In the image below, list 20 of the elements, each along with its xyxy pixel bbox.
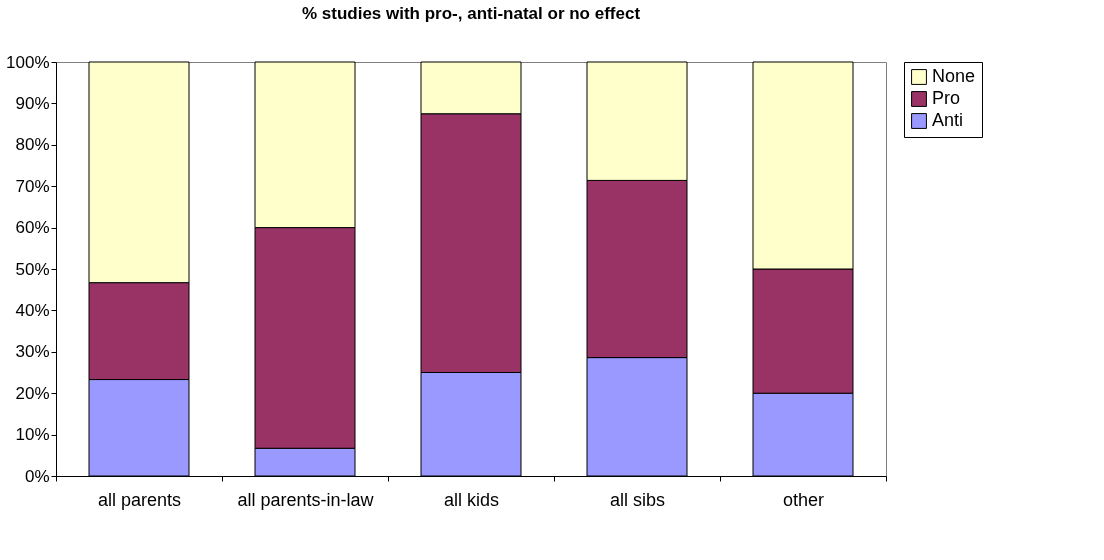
y-tick-label: 80% xyxy=(15,135,50,155)
legend-label: Pro xyxy=(932,88,961,108)
y-tick-label: 60% xyxy=(15,218,50,238)
y-tick-label: 30% xyxy=(15,342,50,362)
y-tick-label: 90% xyxy=(15,93,50,113)
chart-title: % studies with pro-, anti-natal or no effect xyxy=(301,4,641,23)
y-tick-label: 50% xyxy=(15,259,50,279)
x-tick-label: all parents xyxy=(97,489,182,510)
y-tick-label: 100% xyxy=(6,52,50,72)
x-tick-label: all sibs xyxy=(609,489,666,510)
x-tick-label: other xyxy=(782,489,825,510)
y-tick-label: 70% xyxy=(15,176,50,196)
legend-label: None xyxy=(932,66,976,86)
y-tick-label: 20% xyxy=(15,383,50,403)
legend-label: Anti xyxy=(932,110,964,130)
y-tick-label: 0% xyxy=(24,466,50,486)
x-tick-label: all parents-in-law xyxy=(237,489,375,510)
y-tick-label: 40% xyxy=(15,300,50,320)
y-tick-label: 10% xyxy=(15,425,50,445)
x-tick-label: all kids xyxy=(443,489,500,510)
